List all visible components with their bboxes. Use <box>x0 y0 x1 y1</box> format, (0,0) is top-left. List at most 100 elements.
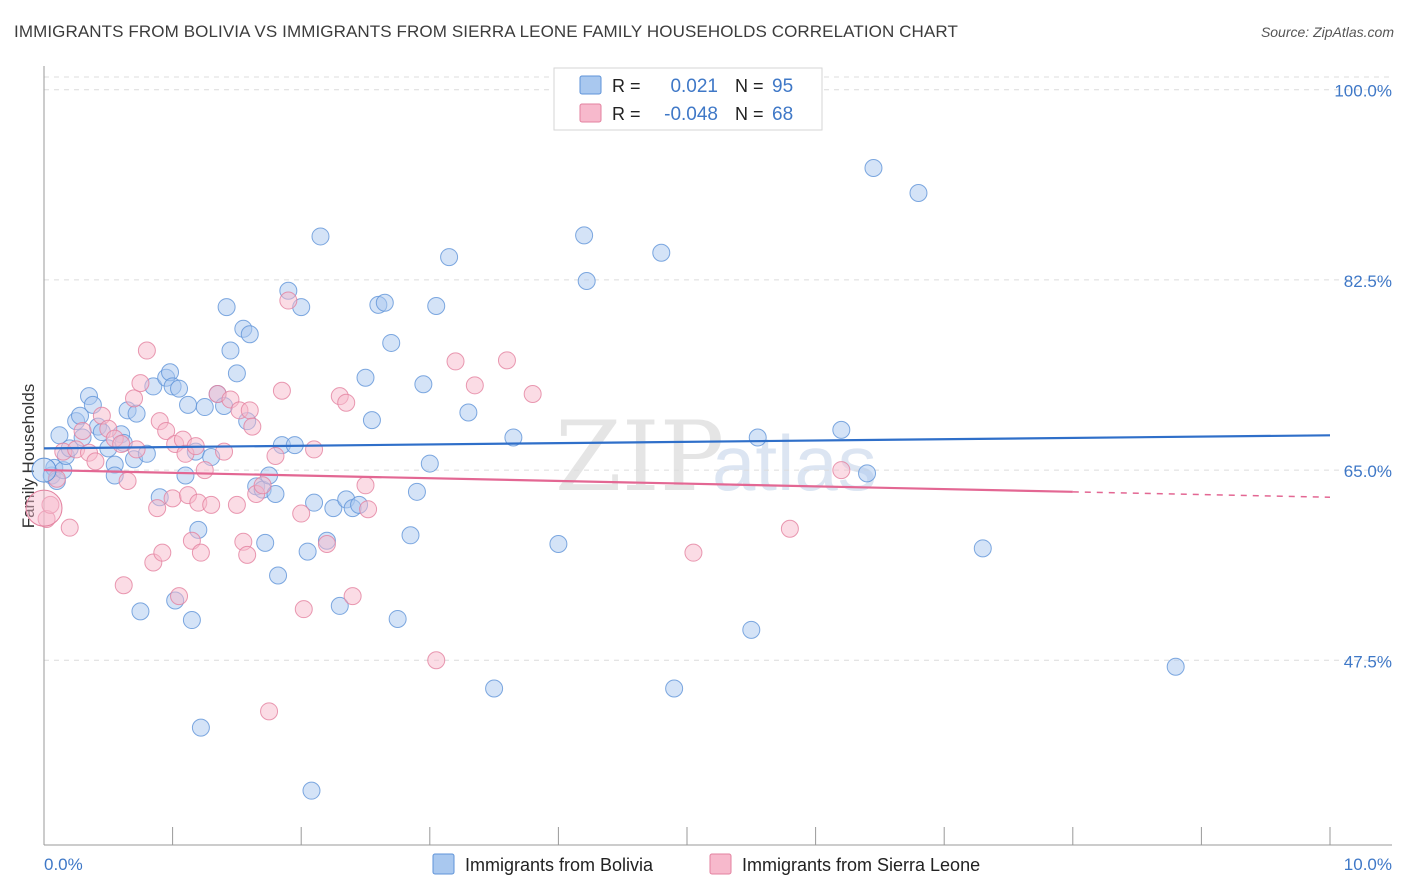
bolivia-point <box>1166 657 1185 676</box>
y-axis-label: Family Households <box>19 384 38 529</box>
bolivia-point <box>401 526 420 545</box>
bolivia-point <box>302 781 321 800</box>
bottom-legend-swatch-bolivia <box>432 853 455 875</box>
y-tick-label: 47.5% <box>1344 652 1392 671</box>
bottom-legend-label-sierra-leone: Immigrants from Sierra Leone <box>742 855 980 875</box>
bolivia-point <box>973 539 992 558</box>
y-tick-label: 65.0% <box>1344 462 1392 481</box>
bolivia-point <box>420 454 439 473</box>
sierra-leone-point <box>356 476 375 495</box>
sierra-leone-point <box>41 495 60 514</box>
bolivia-point <box>575 226 594 245</box>
sierra-leone-point <box>243 417 262 436</box>
sierra-leone-point <box>157 421 176 440</box>
legend-swatch-sierra-leone <box>579 103 602 123</box>
sierra-leone-point <box>497 351 516 370</box>
bolivia-point <box>858 464 877 483</box>
sierra-leone-point <box>118 471 137 490</box>
bottom-legend-label-bolivia: Immigrants from Bolivia <box>465 855 654 875</box>
bolivia-point <box>298 542 317 561</box>
x-tick-label-min: 0.0% <box>44 855 83 874</box>
legend-r-label-sierra-leone: R = <box>612 104 641 124</box>
sierra-leone-point-large <box>25 489 63 527</box>
bolivia-point <box>266 484 285 503</box>
bolivia-point <box>388 609 407 628</box>
sierra-leone-point <box>272 381 291 400</box>
legend-swatch-bolivia <box>579 75 602 95</box>
sierra-leone-point <box>266 446 285 465</box>
sierra-leone-point <box>60 518 79 537</box>
bolivia-point <box>407 482 426 501</box>
sierra-leone-point <box>202 495 221 514</box>
sierra-leone-point <box>127 440 146 459</box>
sierra-leone-point <box>240 401 259 420</box>
bolivia-point <box>330 596 349 615</box>
sierra-leone-point <box>260 702 279 721</box>
bolivia-point <box>131 602 150 621</box>
gridlines <box>44 76 1392 661</box>
correlation-legend: R = 0.021 N = 95 R = -0.048 N = 68 <box>553 67 823 131</box>
bolivia-point <box>909 183 928 202</box>
sierra-leone-point <box>137 341 156 360</box>
sierra-leone-trend-line-dashed <box>1072 491 1331 499</box>
y-tick-label: 100.0% <box>1334 82 1392 101</box>
sierra-leone-point <box>131 374 150 393</box>
bolivia-point <box>170 379 189 398</box>
sierra-leone-point <box>446 352 465 371</box>
bolivia-point <box>504 428 523 447</box>
sierra-leone-point <box>73 421 92 440</box>
bolivia-point <box>176 466 195 485</box>
bolivia-point <box>269 566 288 585</box>
bolivia-point <box>256 533 275 552</box>
chart-title: IMMIGRANTS FROM BOLIVIA VS IMMIGRANTS FR… <box>14 22 958 41</box>
bolivia-point <box>221 341 240 360</box>
bolivia-point <box>459 403 478 422</box>
bolivia-point <box>324 499 343 518</box>
sierra-leone-point <box>191 543 210 562</box>
legend-n-value-sierra-leone: 68 <box>772 104 793 125</box>
sierra-leone-point <box>359 500 378 519</box>
x-tick-label-max: 10.0% <box>1344 855 1392 874</box>
sierra-leone-point <box>195 461 214 480</box>
sierra-leone-point <box>125 389 144 408</box>
watermark-atlas: atlas <box>712 419 877 507</box>
bolivia-point <box>227 364 246 383</box>
sierra-leone-point <box>153 543 172 562</box>
bolivia-point <box>748 428 767 447</box>
bolivia-point <box>414 375 433 394</box>
legend-r-value-bolivia: 0.021 <box>670 76 718 97</box>
sierra-leone-point <box>148 499 167 518</box>
legend-n-label-sierra-leone: N = <box>735 104 764 124</box>
sierra-leone-point <box>238 545 257 564</box>
sierra-leone-point <box>465 376 484 395</box>
sierra-leone-point <box>427 651 446 670</box>
bolivia-point <box>549 534 568 553</box>
sierra-leone-point <box>343 587 362 606</box>
axes <box>43 66 1392 846</box>
bolivia-point <box>362 411 381 430</box>
series-legend: Immigrants from Bolivia Immigrants from … <box>432 853 980 875</box>
sierra-leone-point <box>253 476 272 495</box>
bolivia-point <box>652 243 671 262</box>
bolivia-point <box>305 493 324 512</box>
legend-n-label-bolivia: N = <box>735 76 764 96</box>
bolivia-point <box>742 620 761 639</box>
bolivia-point <box>179 395 198 414</box>
sierra-leone-point <box>170 587 189 606</box>
source-label: Source: ZipAtlas.com <box>1260 24 1394 40</box>
sierra-leone-point <box>832 461 851 480</box>
trend-lines <box>43 434 1331 499</box>
bolivia-point <box>864 158 883 177</box>
bolivia-point <box>240 325 259 344</box>
sierra-leone-point <box>292 504 311 523</box>
sierra-leone-point <box>684 543 703 562</box>
y-tick-labels: 47.5% 65.0% 82.5% 100.0% <box>1334 82 1392 672</box>
bolivia-trend-line <box>43 434 1331 450</box>
sierra-leone-point <box>163 489 182 508</box>
bolivia-point <box>832 420 851 439</box>
bolivia-point <box>356 368 375 387</box>
legend-r-value-sierra-leone: -0.048 <box>664 104 718 125</box>
bolivia-point <box>191 718 210 737</box>
y-tick-label: 82.5% <box>1344 272 1392 291</box>
